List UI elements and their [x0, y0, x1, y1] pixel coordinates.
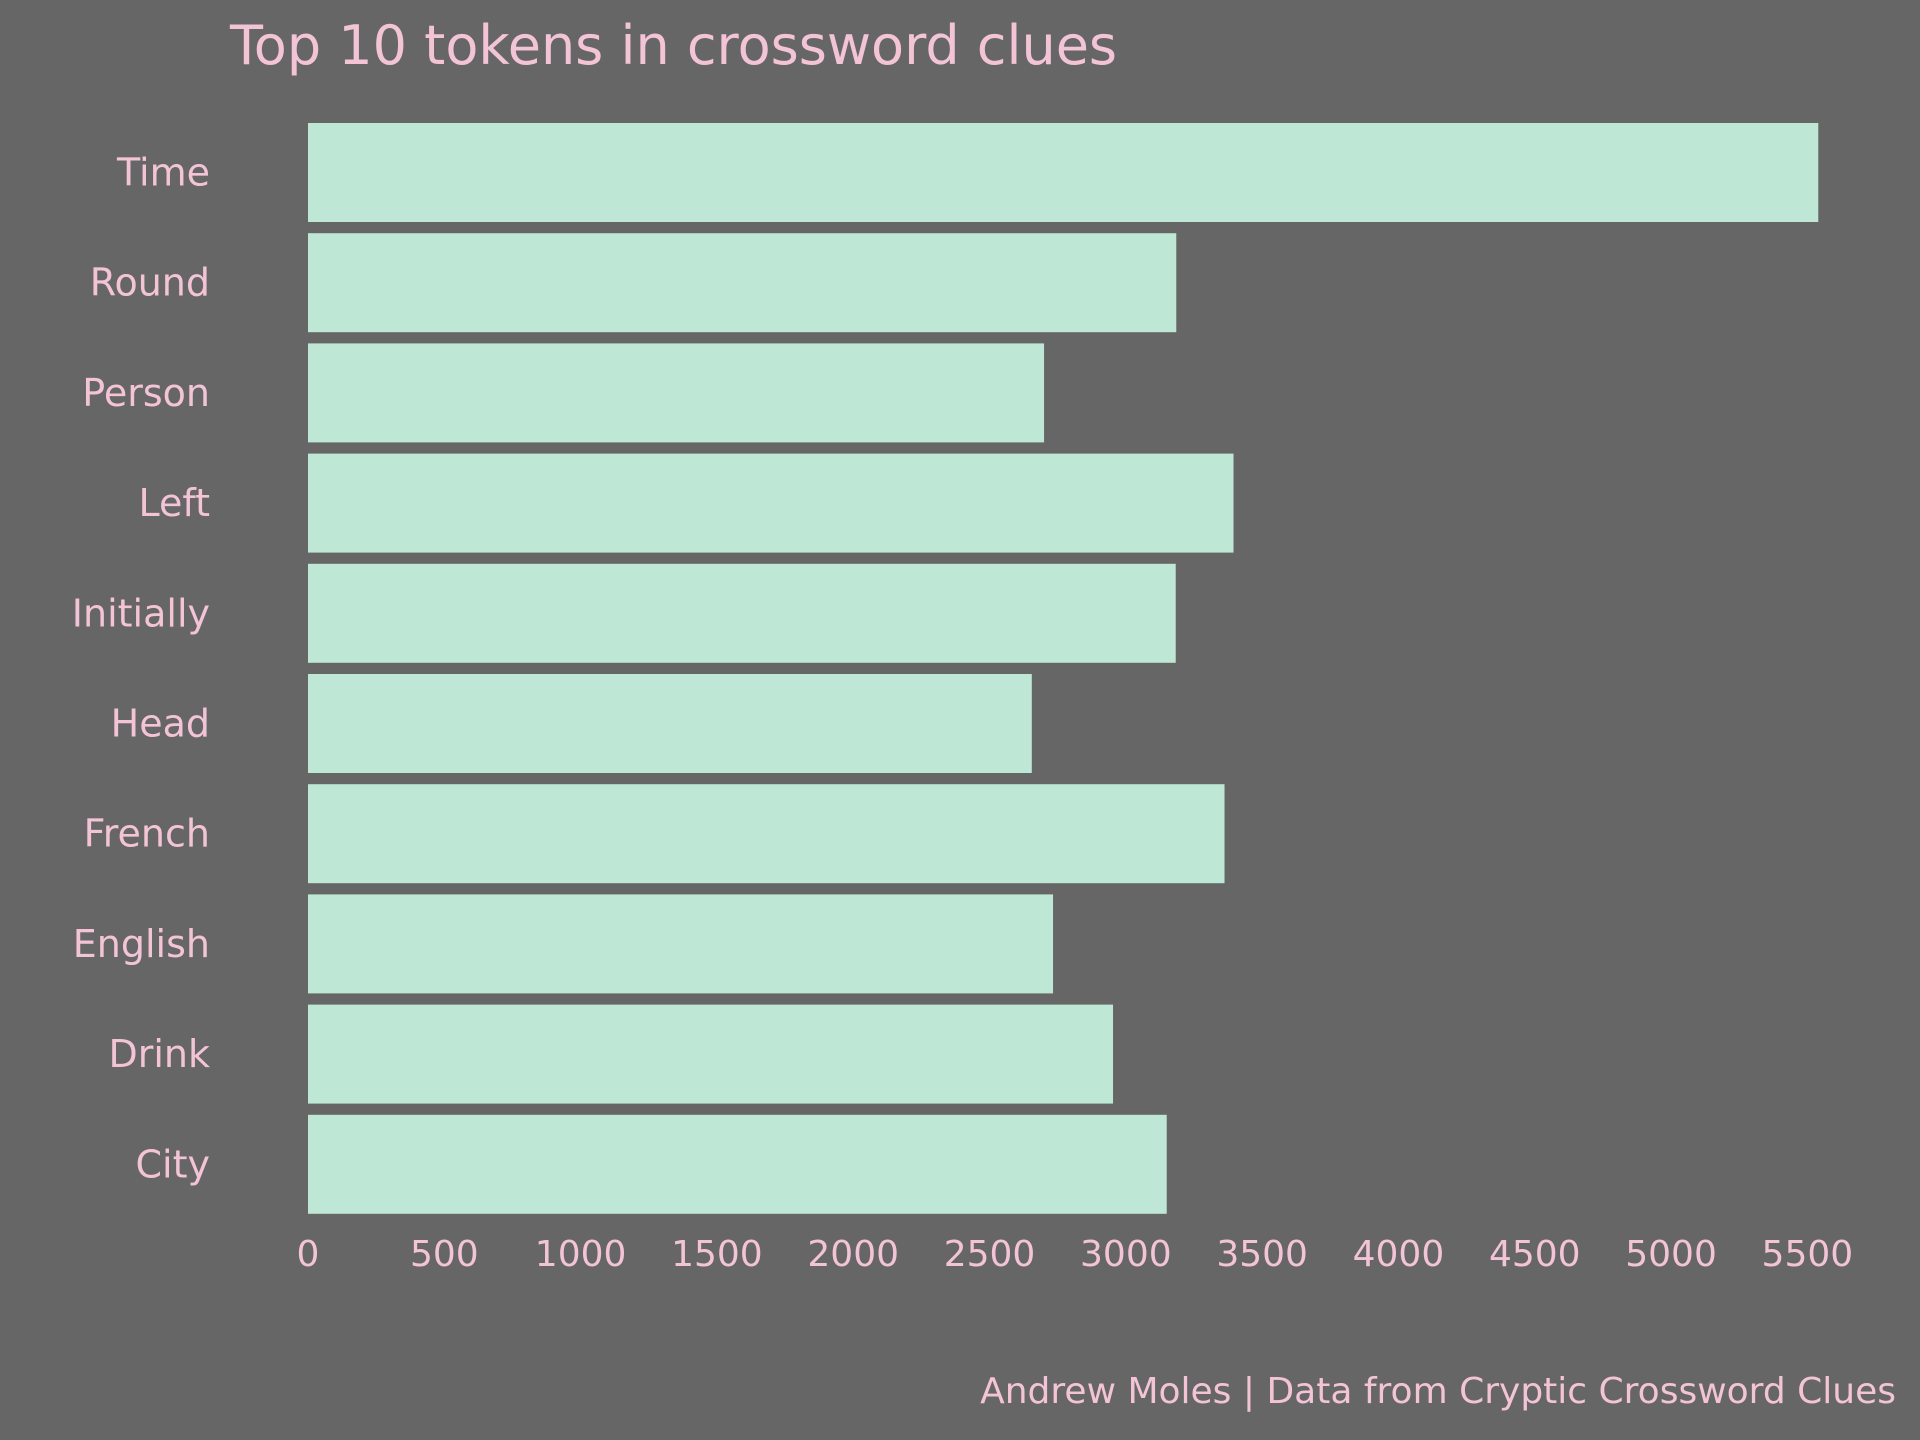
category-label-city: City: [136, 1142, 210, 1186]
bar-french: [308, 784, 1225, 884]
x-tick-label-3000: 3000: [1080, 1234, 1172, 1275]
bar-initially: [308, 563, 1176, 663]
bar-head: [308, 674, 1032, 773]
category-label-round: Round: [90, 261, 210, 305]
x-tick-label-0: 0: [297, 1234, 320, 1275]
x-tick-label-1000: 1000: [535, 1234, 627, 1275]
chart-caption: Andrew Moles | Data from Cryptic Crosswo…: [980, 1371, 1896, 1412]
bar-round: [308, 233, 1177, 333]
category-label-english: English: [73, 922, 210, 966]
category-axis-labels: Time Round Person Left Initially Head French En…: [72, 151, 210, 1187]
category-label-person: Person: [82, 371, 210, 415]
category-label-time: Time: [116, 151, 210, 195]
x-tick-label-2000: 2000: [807, 1234, 899, 1275]
x-tick-label-5500: 5500: [1762, 1234, 1854, 1275]
x-tick-label-1500: 1500: [671, 1234, 763, 1275]
x-tick-label-3500: 3500: [1216, 1234, 1308, 1275]
x-tick-label-2500: 2500: [944, 1234, 1036, 1275]
value-axis-tick-labels: 0 500 1000 1500 2000 2500 3000 3500 4000 4500 5000…: [297, 1234, 1854, 1275]
bar-left: [308, 453, 1234, 553]
x-tick-label-5000: 5000: [1625, 1234, 1717, 1275]
chart-title: Top 10 tokens in crossword clues: [229, 14, 1117, 77]
category-label-head: Head: [111, 702, 210, 746]
category-label-left: Left: [139, 481, 211, 525]
bar-series: [308, 123, 1819, 1214]
category-label-french: French: [84, 812, 210, 856]
bar-english: [308, 894, 1054, 994]
x-tick-label-4000: 4000: [1353, 1234, 1445, 1275]
category-label-drink: Drink: [108, 1032, 210, 1076]
bar-person: [308, 343, 1045, 443]
x-tick-label-4500: 4500: [1489, 1234, 1581, 1275]
category-label-initially: Initially: [72, 591, 210, 635]
bar-drink: [308, 1004, 1114, 1104]
x-tick-label-500: 500: [410, 1234, 479, 1275]
bar-city: [308, 1114, 1167, 1214]
bar-time: [308, 123, 1819, 222]
